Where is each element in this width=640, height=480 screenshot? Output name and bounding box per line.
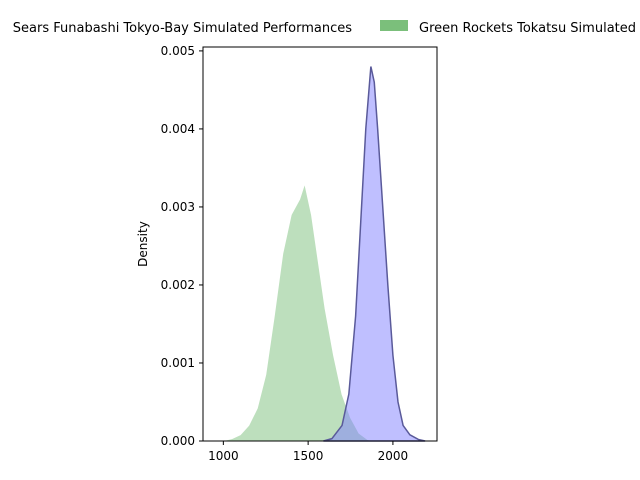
density-area-series-1 (323, 66, 426, 442)
legend: Sears Funabashi Tokyo-Bay Simulated Perf… (13, 20, 640, 36)
x-tick-label: 1500 (293, 449, 324, 463)
x-tick-label: 1000 (208, 449, 239, 463)
y-tick-label: 0.005 (161, 44, 195, 58)
y-tick-label: 0.000 (161, 434, 195, 448)
x-axis: 1000 1500 2000 (208, 441, 408, 463)
y-axis: 0.000 0.001 0.002 0.003 0.004 0.005 (161, 44, 203, 448)
y-tick-label: 0.003 (161, 200, 195, 214)
plot-frame (202, 46, 438, 442)
x-tick-label: 2000 (378, 449, 409, 463)
plot-area-fills (221, 66, 426, 442)
y-tick-label: 0.004 (161, 122, 195, 136)
y-tick-label: 0.001 (161, 356, 195, 370)
y-axis-label: Density (136, 221, 150, 267)
y-tick-label: 0.002 (161, 278, 195, 292)
legend-swatch-green-rockets (380, 20, 408, 31)
legend-label-sears: Sears Funabashi Tokyo-Bay Simulated Perf… (13, 21, 352, 36)
legend-label-green-rockets: Green Rockets Tokatsu Simulated Performa… (419, 21, 640, 36)
